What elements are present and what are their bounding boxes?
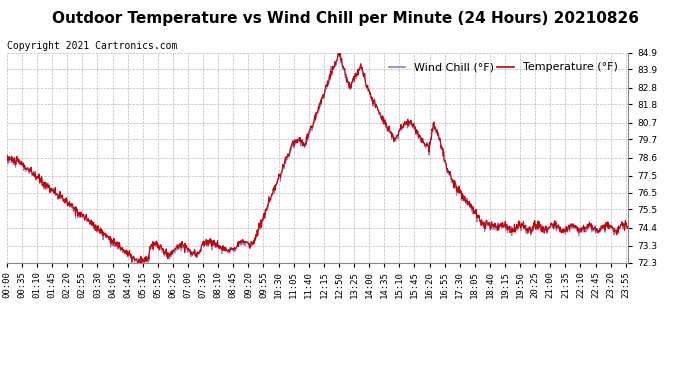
Text: Outdoor Temperature vs Wind Chill per Minute (24 Hours) 20210826: Outdoor Temperature vs Wind Chill per Mi… xyxy=(52,11,638,26)
Legend: Wind Chill (°F), Temperature (°F): Wind Chill (°F), Temperature (°F) xyxy=(384,58,622,77)
Text: Copyright 2021 Cartronics.com: Copyright 2021 Cartronics.com xyxy=(7,41,177,51)
